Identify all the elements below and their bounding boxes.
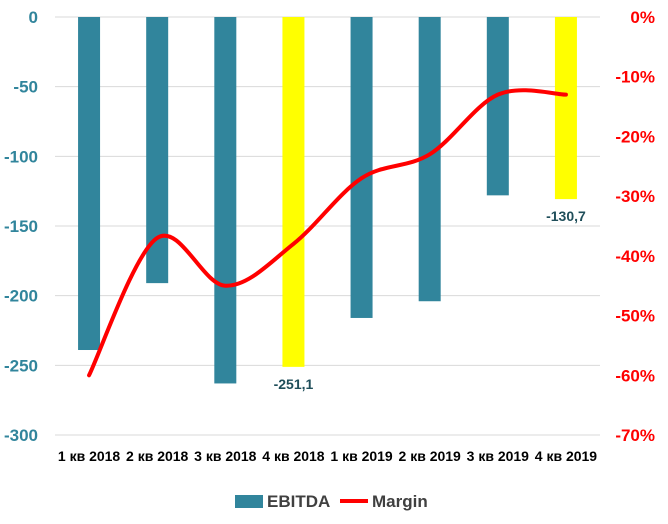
- right-axis-tick-label: -30%: [615, 187, 655, 206]
- margin-line: [87, 88, 568, 378]
- right-axis-tick-label: -60%: [615, 366, 655, 385]
- right-axis: 0% -10% -20% -30% -40% -50% -60% -70%: [615, 8, 655, 445]
- margin-line-group: [87, 88, 568, 378]
- right-axis-tick-label: -50%: [615, 307, 655, 326]
- ebitda-bar: [282, 17, 305, 367]
- right-axis-tick-label: -70%: [615, 426, 655, 445]
- right-axis-tick-label: -40%: [615, 247, 655, 266]
- category-label: 2 кв 2018: [126, 448, 189, 464]
- gridlines: [55, 16, 600, 436]
- category-label: 2 кв 2019: [399, 448, 462, 464]
- category-label: 3 кв 2019: [467, 448, 530, 464]
- category-label: 1 кв 2019: [330, 448, 393, 464]
- left-axis-tick-label: -150: [4, 217, 38, 236]
- legend: EBITDA Margin: [235, 492, 428, 511]
- ebitda-bars: [78, 17, 577, 384]
- legend-label-margin: Margin: [372, 492, 428, 511]
- left-axis-tick-label: -250: [4, 356, 38, 375]
- category-label: 4 кв 2018: [262, 448, 325, 464]
- ebitda-bar: [146, 17, 169, 284]
- legend-label-ebitda: EBITDA: [267, 492, 330, 511]
- legend-swatch-ebitda: [235, 495, 263, 508]
- data-labels: -251,1 -130,7: [274, 208, 586, 392]
- left-axis-tick-label: -100: [4, 147, 38, 166]
- category-axis: 1 кв 2018 2 кв 2018 3 кв 2018 4 кв 2018 1 кв…: [58, 448, 597, 464]
- category-label: 1 кв 2018: [58, 448, 121, 464]
- category-label: 3 кв 2018: [194, 448, 257, 464]
- category-label: 4 кв 2019: [535, 448, 598, 464]
- ebitda-bar: [554, 17, 577, 200]
- ebitda-bar: [350, 17, 373, 318]
- right-axis-tick-label: -10%: [615, 68, 655, 87]
- left-axis-tick-label: -50: [13, 78, 38, 97]
- right-axis-tick-label: 0%: [630, 8, 655, 27]
- ebitda-bar: [418, 17, 441, 302]
- left-axis-tick-label: -300: [4, 426, 38, 445]
- left-axis-tick-label: 0: [29, 8, 38, 27]
- ebitda-bar: [486, 17, 509, 196]
- ebitda-data-label: -130,7: [546, 208, 586, 224]
- ebitda-bar: [214, 17, 237, 384]
- ebitda-bar: [78, 17, 101, 351]
- ebitda-data-label: -251,1: [274, 376, 314, 392]
- right-axis-tick-label: -20%: [615, 127, 655, 146]
- left-axis: 0 -50 -100 -150 -200 -250 -300: [4, 8, 38, 445]
- left-axis-tick-label: -200: [4, 287, 38, 306]
